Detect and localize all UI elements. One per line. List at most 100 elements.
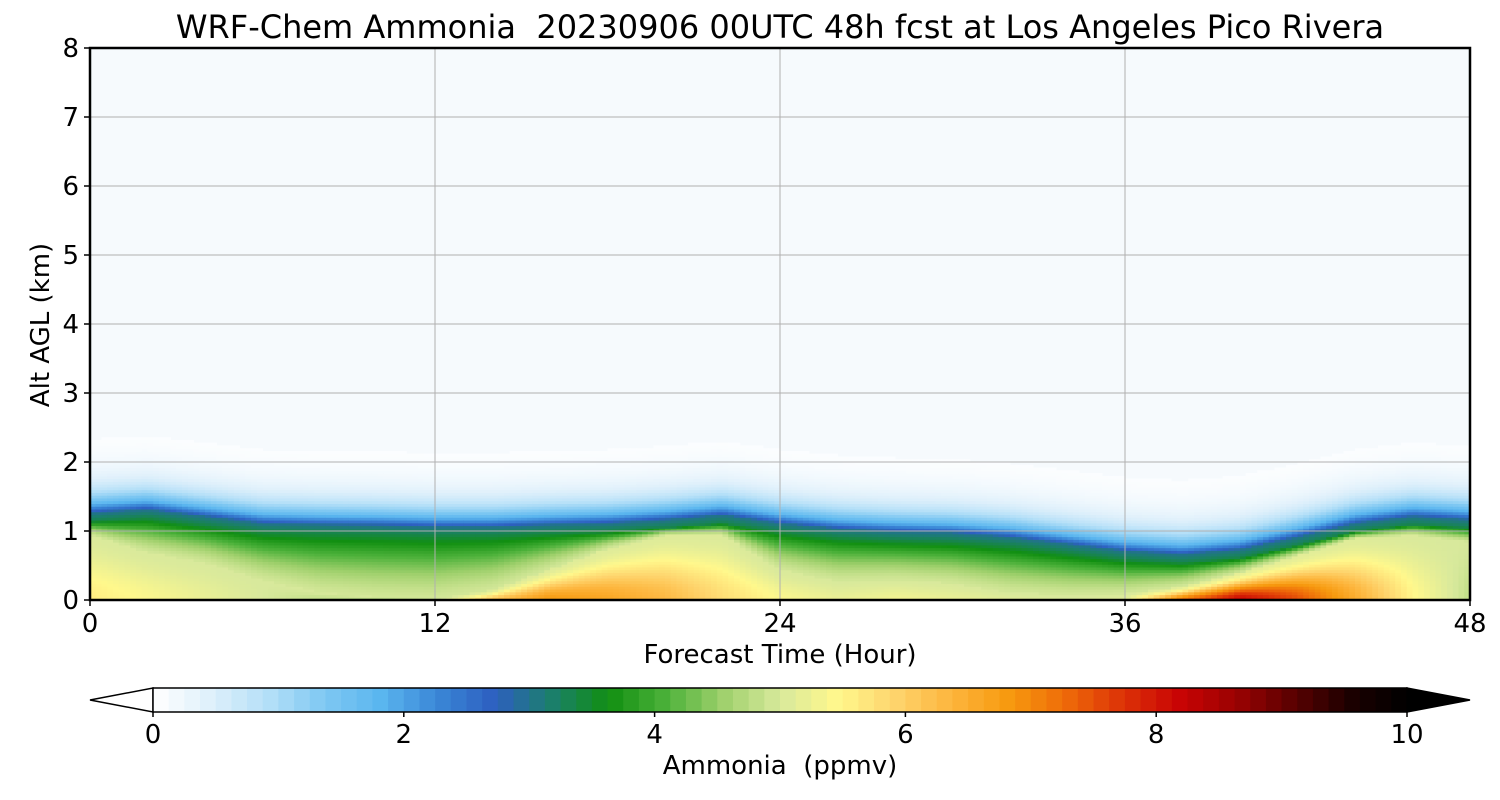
field-cell [124,597,131,600]
field-cell [136,561,143,565]
field-cell [101,442,108,447]
field-cell [147,544,154,549]
field-cell [101,478,108,482]
field-cell [124,577,131,582]
field-cell [130,453,137,458]
field-cell [153,517,160,521]
field-cell [113,591,120,596]
field-cell [107,528,114,532]
field-cell [107,511,114,516]
field-cell [153,453,160,458]
field-cell [153,583,160,587]
field-cell [147,586,154,590]
field-cell [107,445,114,449]
field-cell [136,439,143,444]
field-cell [245,448,252,452]
field-cell [136,572,143,576]
field-cell [159,503,166,507]
field-cell [113,442,120,447]
field-cell [95,575,103,579]
field-cell [136,503,143,507]
field-cell [159,561,166,565]
field-cell [118,464,126,469]
field-cell [124,580,131,585]
field-cell [130,445,137,449]
field-cell [164,588,172,593]
field-cell [141,591,149,596]
field-cell [130,525,137,529]
chart-title: WRF-Chem Ammonia 20230906 00UTC 48h fcst… [175,8,1385,46]
field-cell [101,544,108,549]
field-cell [101,577,108,582]
field-cell [113,459,120,463]
field-cell [107,506,114,510]
field-cell [118,555,126,560]
field-cell [141,453,149,458]
field-cell [141,492,149,496]
field-cell [90,497,97,502]
field-cell [153,561,160,565]
field-cell [159,588,166,593]
field-cell [107,575,114,579]
field-cell [101,497,108,502]
field-cell [136,495,143,499]
field-cell [118,536,126,540]
field-cell [113,572,120,576]
field-cell [383,450,390,455]
field-cell [147,588,154,593]
field-cell [90,522,97,527]
field-cell [101,439,108,444]
field-cell [159,497,166,502]
field-cell [136,542,143,546]
field-cell [90,470,97,474]
field-cell [90,564,97,568]
field-cell [90,586,97,590]
field-cell [136,517,143,521]
field-cell [164,531,172,535]
field-cell [147,572,154,576]
field-cell [147,439,154,444]
field-cell [113,586,120,590]
field-cell [130,508,137,513]
field-cell [159,475,166,480]
field-cell [164,533,172,538]
field-cell [113,506,120,510]
field-cell [521,450,528,455]
field-cell [141,475,149,480]
field-cell [159,517,166,521]
field-cell [95,536,103,540]
field-cell [113,481,120,485]
field-cell [107,597,114,600]
field-cell [90,542,97,546]
field-cell [118,511,126,516]
field-cell [153,572,160,576]
field-cell [159,514,166,518]
field-cell [124,467,131,471]
field-cell [136,586,143,590]
field-cell [90,525,97,529]
field-cell [147,517,154,521]
field-cell [124,558,131,562]
field-cell [101,500,108,504]
field-cell [118,525,126,529]
field-cell [90,439,97,444]
field-cell [136,481,143,485]
field-cell [124,569,131,573]
field-cell [113,577,120,582]
field-cell [141,445,149,449]
field-cell [130,566,137,571]
field-cell [107,475,114,480]
field-cell [95,450,103,455]
field-cell [446,453,453,458]
field-cell [90,517,97,521]
field-cell [147,555,154,560]
field-cell [153,506,160,510]
field-cell [113,533,120,538]
field-cell [291,450,298,455]
field-cell [124,591,131,596]
field-cell [164,594,172,598]
field-cell [130,473,137,477]
field-cell [504,453,511,458]
field-cell [141,533,149,538]
field-cell [164,583,172,587]
